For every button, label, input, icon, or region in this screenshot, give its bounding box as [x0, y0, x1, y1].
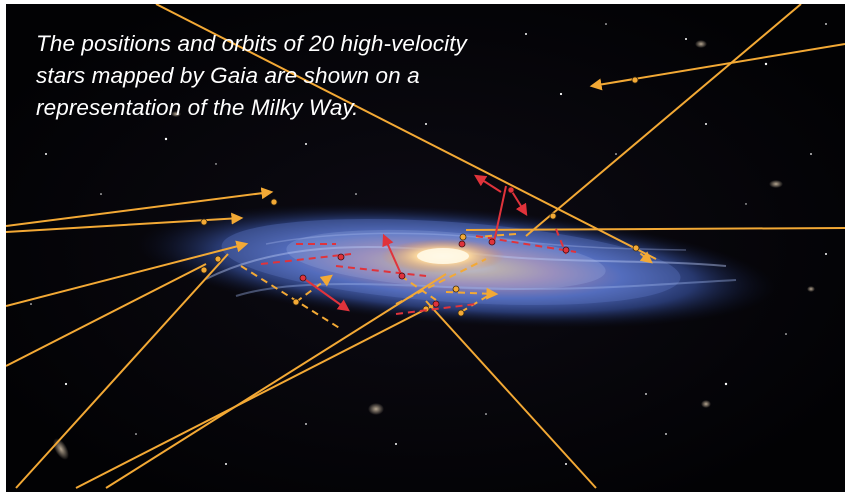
incoming-star-markers: [299, 186, 570, 308]
incoming-orbits: [305, 174, 528, 312]
galaxy-illustration: [6, 4, 845, 492]
outgoing-star-markers: [200, 76, 640, 317]
image-frame: The positions and orbits of 20 high-velo…: [6, 4, 845, 492]
background-stars: [30, 23, 827, 465]
image-caption: The positions and orbits of 20 high-velo…: [36, 31, 467, 120]
